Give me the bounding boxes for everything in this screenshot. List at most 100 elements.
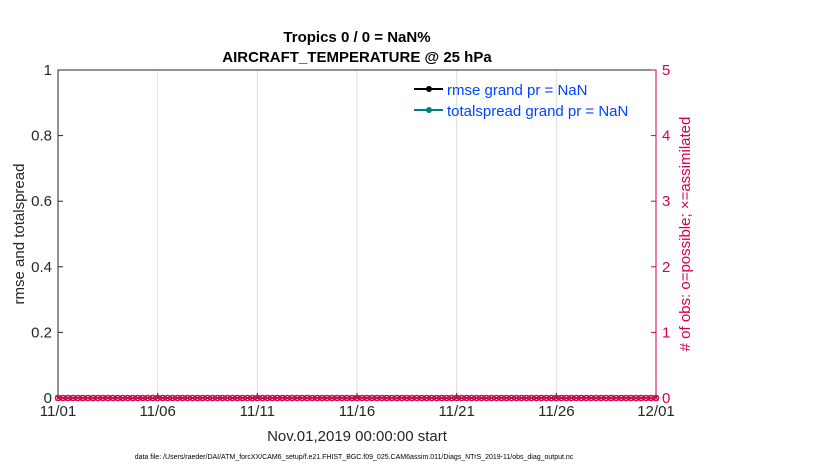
obs-assimilated-marker [299,395,306,401]
obs-assimilated-marker [154,395,161,401]
obs-assimilated-marker [374,395,380,401]
obs-assimilated-marker [538,395,545,401]
obs-assimilated-marker [588,395,595,401]
obs-assimilated-marker [618,395,625,401]
obs-assimilated-marker [648,395,654,401]
obs-assimilated-marker [633,395,639,401]
obs-assimilated-marker [184,395,191,401]
legend-marker-rmse [426,86,432,92]
x-tick-label: 11/16 [339,403,375,420]
obs-assimilated-marker [593,395,600,401]
obs-assimilated-marker [468,395,475,401]
y-left-tick-label: 0.8 [31,128,52,145]
obs-assimilated-marker [548,395,555,401]
obs-assimilated-marker [638,395,644,401]
obs-assimilated-marker [324,395,331,401]
obs-assimilated-marker [229,395,236,401]
obs-assimilated-marker [129,395,136,401]
chart-title-line1: Tropics 0 / 0 = NaN% [283,29,430,46]
obs-assimilated-marker [503,395,510,401]
y-right-tick-label: 4 [662,128,670,145]
obs-assimilated-marker [264,395,271,401]
obs-assimilated-marker [583,395,590,401]
y-right-label: # of obs: o=possible; ×=assimilated [677,117,694,352]
obs-assimilated-marker [378,395,385,401]
obs-assimilated-marker [194,395,201,401]
obs-assimilated-marker [169,395,176,401]
obs-assimilated-marker [269,395,276,401]
obs-assimilated-marker [488,395,495,401]
obs-assimilated-marker [159,395,166,401]
obs-assimilated-marker [369,395,375,401]
obs-assimilated-marker [164,395,171,401]
y-right-tick-label: 3 [662,193,670,210]
obs-assimilated-marker [598,395,605,401]
obs-assimilated-marker [319,395,326,401]
obs-assimilated-marker [339,395,345,401]
obs-assimilated-marker [443,395,450,401]
obs-assimilated-marker [433,395,440,401]
obs-assimilated-marker [109,395,116,401]
obs-assimilated-marker [543,395,550,401]
x-axis-label: Nov.01,2019 00:00:00 start [267,428,448,445]
obs-assimilated-marker [99,395,106,401]
obs-assimilated-marker [578,395,585,401]
footer-data-file: data file: /Users/raeder/DAI/ATM_forcXX/… [135,454,574,461]
obs-assimilated-marker [204,395,211,401]
obs-assimilated-marker [478,395,485,401]
obs-assimilated-marker [239,395,246,401]
obs-assimilated-marker [428,395,435,401]
legend: rmse grand pr = NaN totalspread grand pr… [414,82,628,120]
obs-assimilated-marker [314,395,321,401]
y-right-tick-label: 2 [662,259,670,276]
obs-assimilated-marker [259,395,266,401]
obs-assimilated-marker [279,395,286,401]
obs-assimilated-marker [558,395,565,401]
y-left-tick-label: 0.4 [31,259,52,276]
obs-assimilated-marker [219,395,226,401]
obs-assimilated-marker [573,395,580,401]
x-tick-label: 11/26 [538,403,574,420]
obs-assimilated-marker [309,395,316,401]
obs-assimilated-marker [628,395,635,401]
obs-assimilated-marker [294,395,301,401]
chart-title-line2: AIRCRAFT_TEMPERATURE @ 25 hPa [222,49,492,66]
obs-assimilated-marker [329,395,336,401]
obs-assimilated-marker [249,395,256,401]
obs-assimilated-marker [423,395,430,401]
obs-assimilated-marker [508,395,515,401]
obs-assimilated-marker [214,395,221,401]
obs-assimilated-marker [359,395,365,401]
obs-assimilated-marker [518,395,525,401]
obs-assimilated-marker [144,395,151,401]
obs-assimilated-marker [523,395,530,401]
obs-assimilated-marker [563,395,570,401]
obs-assimilated-marker [234,395,241,401]
obs-assimilated-marker [224,395,231,401]
y-left-tick-label: 0.6 [31,193,52,210]
y-right-tick-label: 1 [662,324,670,341]
obs-assimilated-marker [418,395,425,401]
x-tick-label: 11/11 [240,403,275,420]
obs-assimilated-marker [114,395,121,401]
obs-assimilated-marker [613,395,620,401]
obs-assimilated-marker [334,395,340,401]
obs-assimilated-marker [55,395,61,401]
obs-assimilated-marker [553,395,560,401]
obs-assimilated-marker [364,395,370,401]
obs-assimilated-marker [344,395,350,401]
obs-assimilated-marker [70,395,76,401]
obs-assimilated-marker [438,395,445,401]
obs-assimilated-marker [383,395,390,401]
obs-assimilated-marker [124,395,131,401]
y-left-ticks: 0 0.2 0.4 0.6 0.8 1 [31,62,63,407]
obs-assimilated-marker [568,395,575,401]
obs-assimilated-marker [453,395,460,401]
legend-label-totalspread: totalspread grand pr = NaN [447,103,628,120]
y-right-tick-label: 5 [662,62,670,79]
obs-assimilated-marker [274,395,281,401]
obs-assimilated-marker [349,395,355,401]
y-left-tick-label: 0 [44,390,52,407]
obs-markers [54,394,660,402]
obs-assimilated-marker [84,395,91,401]
